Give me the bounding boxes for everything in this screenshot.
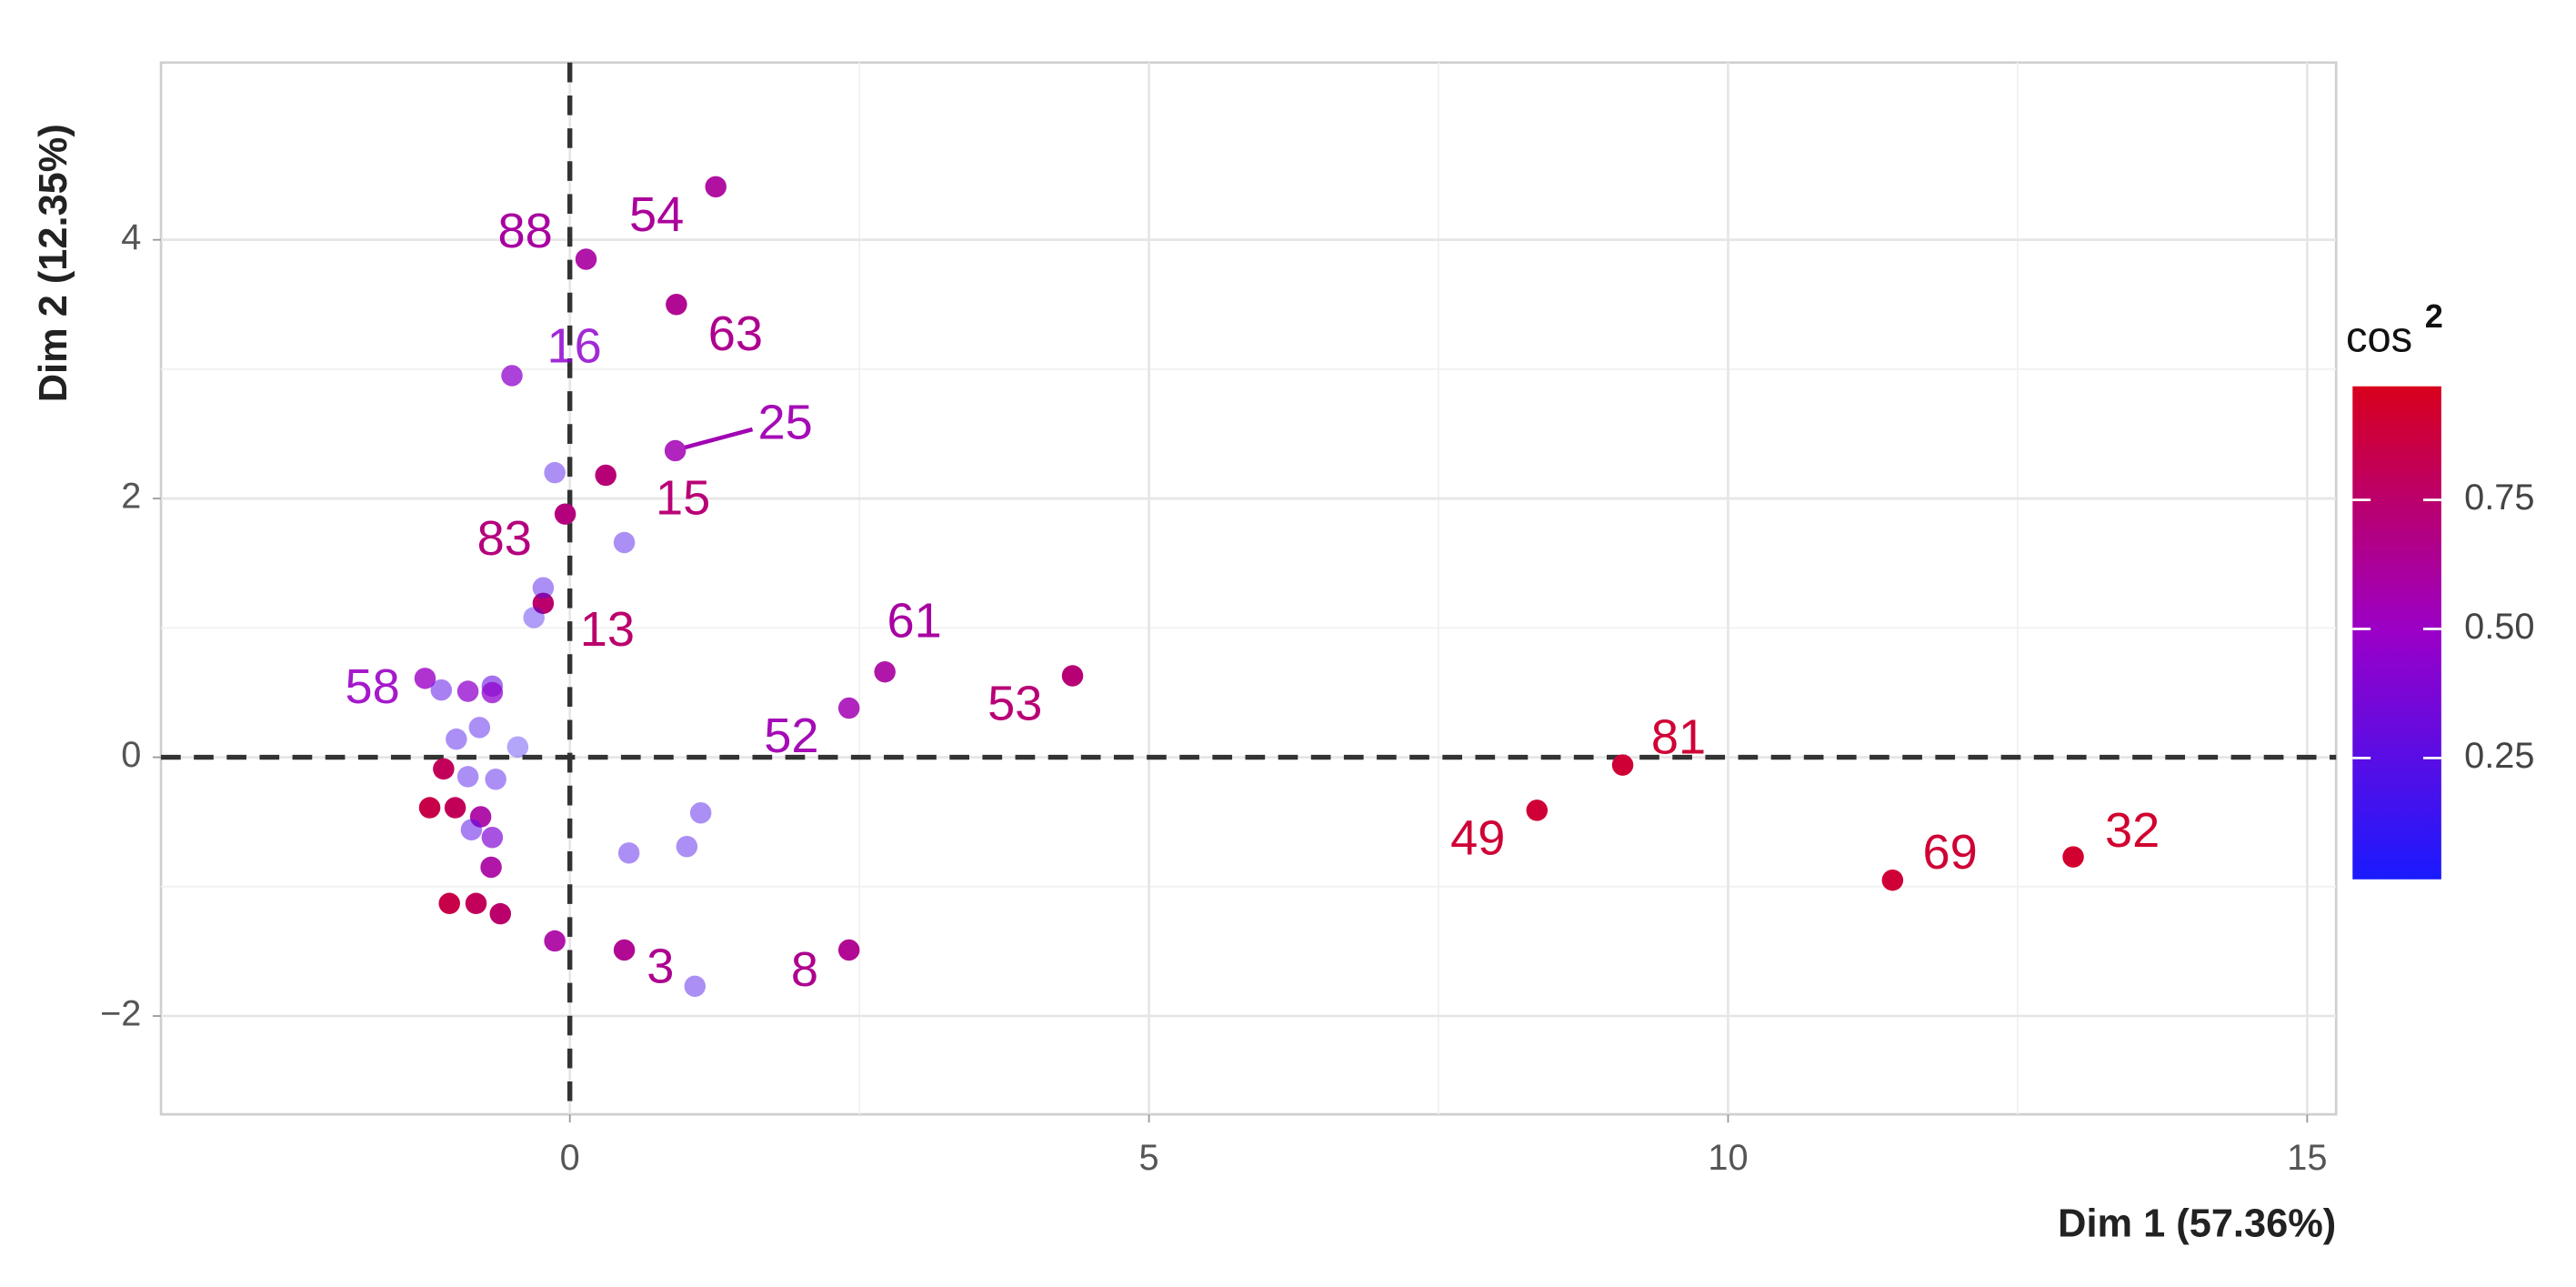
point-label: 16	[547, 318, 602, 373]
point	[1611, 754, 1634, 776]
point	[666, 294, 687, 316]
x-tick-label: 5	[1139, 1138, 1159, 1178]
colorbar-tick-label: 0.50	[2464, 607, 2534, 647]
colorbar	[2352, 386, 2441, 880]
point-label: 83	[477, 511, 532, 566]
point-label: 32	[2105, 803, 2160, 858]
point-label: 53	[987, 677, 1042, 731]
point	[664, 439, 687, 462]
y-tick-label: −2	[100, 994, 141, 1034]
point-label: 52	[764, 709, 818, 763]
label-connector	[684, 427, 754, 450]
point	[465, 892, 487, 915]
point-label: 58	[346, 659, 400, 714]
point	[506, 736, 529, 758]
point	[684, 975, 707, 998]
point	[456, 766, 479, 788]
x-tick-label: 0	[560, 1138, 580, 1178]
point	[544, 461, 566, 484]
point	[489, 902, 512, 925]
point	[617, 842, 640, 864]
point	[595, 464, 616, 487]
point	[613, 531, 636, 554]
point-label: 69	[1922, 825, 1977, 880]
point-label: 61	[887, 594, 942, 649]
point	[2062, 846, 2084, 868]
point	[523, 607, 545, 628]
legend-title: cos	[2346, 313, 2412, 361]
point	[1526, 799, 1549, 821]
point	[837, 697, 860, 719]
point	[456, 680, 479, 702]
colorbar-tick-label: 0.75	[2464, 478, 2534, 518]
point	[481, 681, 504, 704]
point-label: 13	[580, 602, 635, 657]
point-label: 88	[498, 204, 553, 258]
point-label: 15	[656, 471, 710, 526]
y-tick-label: 4	[121, 217, 141, 257]
y-tick-label: 0	[121, 735, 141, 775]
point	[481, 827, 504, 849]
plot-panel	[159, 61, 2338, 1116]
point	[433, 758, 455, 780]
point	[501, 365, 523, 387]
point	[444, 797, 466, 819]
point	[1881, 869, 1904, 891]
point-label: 25	[758, 396, 813, 450]
y-axis-title: Dim 2 (12.35%)	[32, 124, 75, 402]
point	[613, 939, 636, 961]
point	[676, 835, 698, 858]
point-label: 49	[1450, 811, 1505, 866]
point	[532, 577, 555, 599]
point	[460, 819, 483, 840]
point	[480, 856, 502, 879]
x-tick-label: 15	[2287, 1138, 2327, 1178]
point	[544, 930, 566, 952]
x-tick-label: 10	[1708, 1138, 1748, 1178]
point	[446, 728, 467, 750]
point-label: 81	[1651, 709, 1706, 764]
point-label: 8	[791, 942, 818, 997]
point	[575, 248, 597, 270]
x-axis-title: Dim 1 (57.36%)	[2058, 1202, 2336, 1245]
point	[874, 660, 896, 683]
point	[689, 801, 712, 824]
point	[468, 717, 491, 739]
point	[1061, 665, 1084, 687]
point	[438, 892, 460, 915]
point	[485, 769, 506, 790]
point	[705, 176, 727, 198]
point-label: 54	[629, 187, 684, 242]
point	[418, 797, 441, 819]
point-label: 3	[647, 939, 674, 993]
y-tick-label: 2	[121, 477, 141, 517]
point	[414, 668, 436, 689]
point	[532, 592, 555, 615]
point	[430, 679, 453, 701]
point	[554, 503, 576, 525]
legend-title-superscript: 2	[2425, 297, 2443, 335]
point-label: 63	[708, 307, 763, 361]
point	[837, 939, 860, 961]
colorbar-tick-label: 0.25	[2464, 736, 2534, 776]
